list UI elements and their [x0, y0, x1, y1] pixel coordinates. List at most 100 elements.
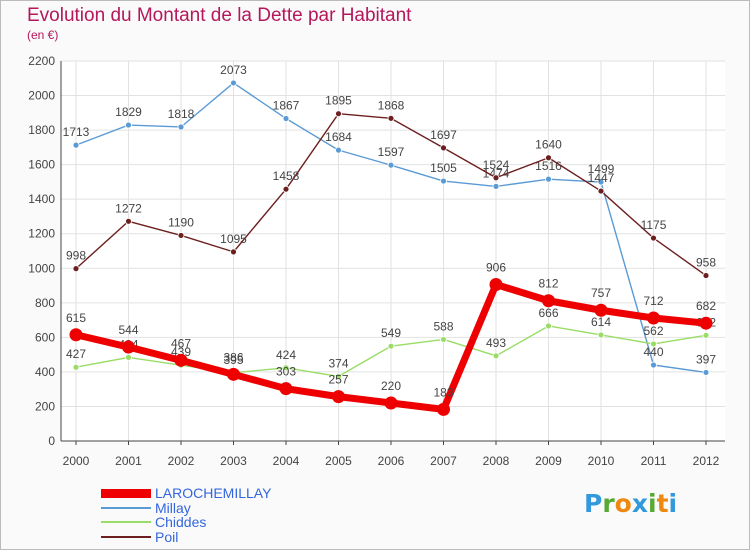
data-label: 1868 — [378, 98, 405, 112]
chart-title: Evolution du Montant de la Dette par Hab… — [27, 5, 412, 26]
data-point — [384, 396, 398, 410]
y-tick-label: 400 — [35, 365, 55, 379]
data-point — [125, 121, 132, 129]
data-point — [702, 369, 710, 376]
logo-letter: t — [656, 489, 669, 518]
series-larochemillay: 615 544 467 386 303 257 220 183 906 812 757 712 682 — [66, 261, 716, 416]
data-label: 220 — [381, 379, 401, 393]
x-tick-label: 2009 — [535, 454, 562, 468]
data-point — [332, 390, 345, 404]
data-point — [125, 353, 132, 361]
data-point — [647, 311, 660, 325]
data-point — [335, 146, 342, 154]
data-point — [650, 234, 657, 242]
data-label: 183 — [433, 385, 453, 399]
legend-item: Millay — [101, 500, 271, 516]
data-point — [72, 265, 80, 273]
x-tick-label: 2000 — [63, 454, 90, 468]
data-point — [282, 185, 290, 193]
data-point — [492, 174, 500, 182]
y-tick-label: 600 — [35, 330, 55, 344]
data-point — [174, 353, 188, 367]
x-tick-label: 2011 — [641, 454, 667, 468]
data-point — [702, 331, 710, 339]
data-point — [177, 232, 185, 239]
data-label: 958 — [696, 256, 716, 270]
data-point — [335, 372, 342, 380]
data-point — [440, 177, 447, 185]
x-tick-label: 2001 — [115, 454, 142, 468]
data-point — [387, 342, 395, 350]
legend-item: Poil — [101, 528, 271, 545]
x-tick-label: 2004 — [273, 454, 300, 468]
chart-subtitle: (en €) — [27, 28, 59, 42]
legend-item: LAROCHEMILLAY — [101, 485, 271, 501]
data-label: 562 — [643, 324, 663, 338]
data-point — [230, 79, 237, 87]
data-label: 1175 — [641, 218, 667, 232]
data-point — [387, 114, 395, 122]
logo-letter: x — [631, 489, 648, 518]
data-label: 1829 — [115, 105, 142, 119]
data-label: 588 — [433, 319, 453, 333]
data-label: 424 — [276, 348, 296, 362]
data-label: 303 — [276, 365, 296, 379]
y-tick-label: 0 — [48, 434, 55, 448]
data-label: 1474 — [483, 166, 510, 180]
data-label: 374 — [328, 356, 348, 370]
data-point — [177, 123, 185, 131]
data-point — [387, 161, 395, 169]
y-tick-label: 1200 — [28, 227, 55, 241]
x-tick-label: 2010 — [588, 454, 615, 468]
y-tick-label: 1400 — [28, 192, 55, 206]
data-point — [492, 352, 500, 360]
y-tick-label: 200 — [35, 399, 55, 413]
data-label: 1499 — [588, 162, 615, 176]
data-label: 467 — [171, 336, 191, 350]
y-tick-label: 2200 — [28, 54, 55, 68]
data-label: 257 — [328, 373, 348, 387]
data-label: 427 — [66, 347, 86, 361]
proxiti-logo: Proxiti — [584, 489, 677, 518]
logo-letter: i — [668, 489, 678, 518]
x-tick-label: 2005 — [325, 454, 352, 468]
data-point — [282, 364, 290, 372]
data-label: 1190 — [168, 215, 194, 229]
data-label: 1505 — [430, 161, 457, 175]
data-point — [542, 294, 555, 308]
x-tick-label: 2007 — [430, 454, 457, 468]
data-label: 1640 — [535, 138, 562, 152]
legend-swatch — [101, 535, 151, 538]
data-label: 812 — [538, 277, 558, 291]
x-tick-label: 2006 — [378, 454, 405, 468]
data-label: 1524 — [483, 158, 510, 172]
data-label: 757 — [591, 286, 611, 300]
series-poil: 998 1272 1190 1095 1458 1895 1868 1697 1524 1640 1… — [66, 94, 716, 279]
logo-letter: P — [584, 489, 603, 518]
y-tick-label: 1000 — [28, 261, 55, 275]
data-point — [69, 328, 83, 342]
data-label: 2073 — [220, 63, 247, 77]
legend-label: Chiddes — [155, 514, 207, 531]
data-point — [545, 322, 552, 330]
data-label: 998 — [66, 249, 86, 263]
x-tick-label: 2012 — [693, 454, 720, 468]
data-label: 549 — [381, 326, 401, 340]
data-point — [440, 336, 447, 343]
data-point — [699, 316, 713, 330]
data-point — [702, 272, 710, 279]
logo-letter: i — [648, 489, 657, 518]
legend-item: Chiddes — [101, 514, 271, 531]
legend-swatch — [101, 506, 151, 509]
y-tick-label: 1600 — [28, 158, 55, 172]
data-point — [492, 182, 500, 190]
data-label: 1818 — [168, 107, 195, 121]
data-point — [282, 115, 290, 122]
data-point — [545, 175, 552, 183]
data-label: 1272 — [115, 201, 142, 215]
legend-label: Poil — [155, 528, 179, 545]
data-label: 440 — [643, 345, 663, 359]
y-tick-label: 2000 — [28, 89, 55, 103]
logo-letter: o — [614, 489, 632, 518]
